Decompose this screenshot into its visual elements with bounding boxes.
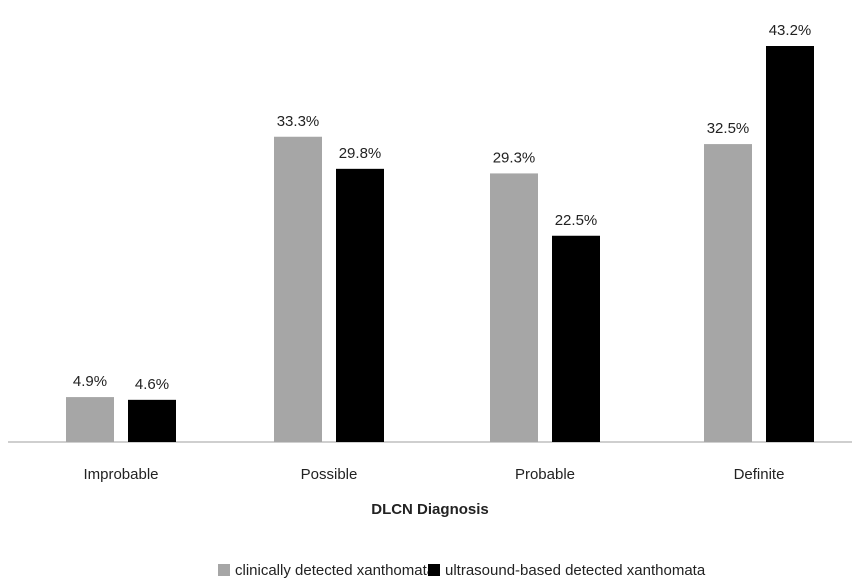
category-label-improbable: Improbable	[83, 466, 158, 483]
bar-probable-series-1	[490, 173, 538, 442]
bar-definite-series-2	[766, 46, 814, 442]
category-label-probable: Probable	[515, 466, 575, 483]
bar-probable-series-2	[552, 235, 600, 442]
category-label-definite: Definite	[734, 466, 785, 483]
category-label-possible: Possible	[301, 466, 358, 483]
data-label-probable-series-1: 29.3%	[493, 149, 536, 166]
data-label-probable-series-2: 22.5%	[555, 212, 598, 229]
bar-possible-series-2	[336, 168, 384, 443]
data-label-improbable-series-2: 4.6%	[135, 376, 169, 393]
data-label-definite-series-1: 32.5%	[707, 120, 750, 137]
legend-label-series-2: ultrasound-based detected xanthomata	[445, 562, 706, 579]
category-labels: Improbable Possible Probable Definite	[83, 466, 784, 483]
legend-label-series-1: clinically detected xanthomata	[235, 562, 436, 579]
bars-group: 4.9% 4.6% 33.3% 29.8% 29.3% 22.5% 32.5% 43.2%	[66, 22, 814, 443]
data-label-possible-series-1: 33.3%	[277, 113, 320, 130]
bar-possible-series-1	[274, 136, 322, 442]
bar-improbable-series-1	[66, 397, 114, 442]
x-axis-title: DLCN Diagnosis	[371, 501, 489, 518]
bar-definite-series-1	[704, 144, 752, 443]
data-label-improbable-series-1: 4.9%	[73, 373, 107, 390]
legend-swatch-series-2	[428, 564, 440, 576]
legend: clinically detected xanthomata ultrasound…	[218, 562, 706, 579]
data-label-definite-series-2: 43.2%	[769, 22, 812, 39]
bar-improbable-series-2	[128, 399, 176, 442]
data-label-possible-series-2: 29.8%	[339, 145, 382, 162]
legend-swatch-series-1	[218, 564, 230, 576]
